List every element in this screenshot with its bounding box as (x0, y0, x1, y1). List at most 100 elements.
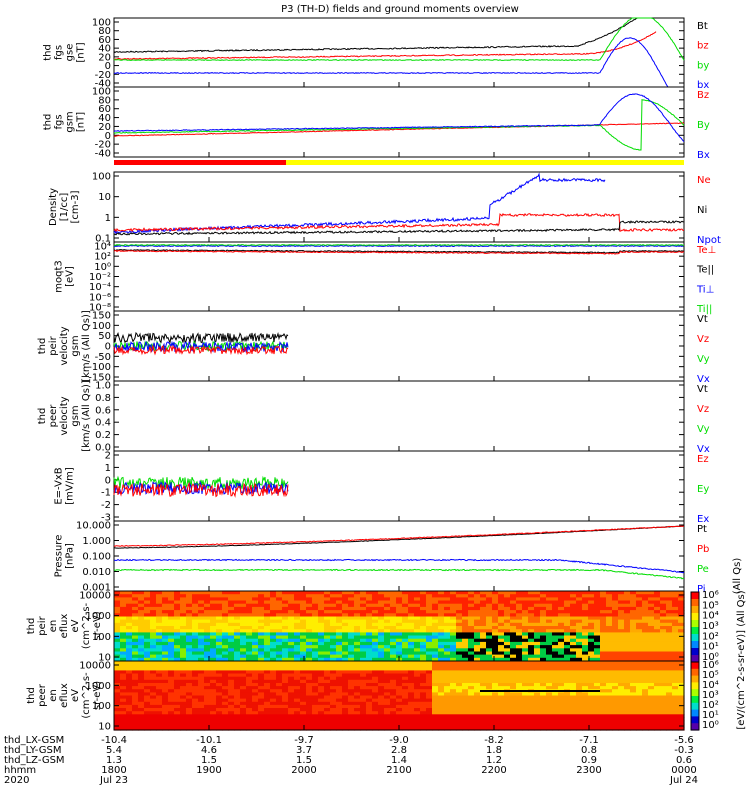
spectrogram-cell (630, 664, 637, 668)
spectrogram-cell (234, 695, 241, 700)
spectrogram-cell (468, 661, 475, 665)
spectrogram-cell (522, 670, 529, 675)
spectrogram-cell (666, 717, 673, 722)
spectrogram-cell (636, 726, 643, 731)
spectrogram-cell (186, 692, 193, 697)
spectrogram-cell (306, 673, 313, 678)
spectrogram-cell (552, 695, 559, 700)
spectrogram-cell (384, 692, 391, 697)
spectrogram-cell (450, 632, 457, 637)
legend-entry: Te|| (696, 265, 714, 276)
spectrogram-cell (492, 723, 499, 728)
spectrogram-cell (540, 711, 547, 715)
spectrogram-cell (150, 686, 157, 690)
spectrogram-cell (672, 626, 679, 630)
spectrogram-cell (228, 626, 235, 630)
spectrogram-cell (660, 619, 667, 624)
spectrogram-cell (630, 720, 637, 725)
spectrogram-cell (192, 673, 199, 678)
spectrogram-cell (162, 686, 169, 690)
spectrogram-cell (636, 610, 643, 614)
spectrogram-cell (582, 657, 589, 662)
spectrogram-cell (642, 594, 649, 598)
spectrogram-cell (234, 638, 241, 643)
spectrogram-cell (216, 651, 223, 656)
spectrogram-cell (264, 723, 271, 728)
spectrogram-cell (672, 632, 679, 637)
spectrogram-cell (534, 626, 541, 630)
spectrogram-cell (408, 676, 415, 681)
y-axis-label-line: peir (48, 335, 59, 355)
spectrogram-cell (384, 603, 391, 608)
spectrogram-cell (444, 622, 451, 627)
spectrogram-cell (222, 626, 229, 630)
spectrogram-cell (180, 704, 187, 709)
spectrogram-cell (408, 594, 415, 598)
spectrogram-cell (474, 714, 481, 718)
spectrogram-cell (486, 679, 493, 684)
spectrogram-cell (588, 720, 595, 725)
spectrogram-cell (114, 667, 121, 671)
spectrogram-cell (600, 673, 607, 678)
spectrogram-cell (534, 629, 541, 633)
spectrogram-cell (516, 717, 523, 722)
spectrogram-cell (198, 648, 205, 653)
spectrogram-cell (588, 626, 595, 630)
spectrogram-cell (210, 616, 217, 621)
spectrogram-cell (618, 635, 625, 640)
spectrogram-cell (630, 657, 637, 662)
spectrogram-cell (372, 654, 379, 659)
spectrogram-cell (618, 689, 625, 693)
spectrogram-cell (306, 686, 313, 690)
spectrogram-cell (456, 711, 463, 715)
spectrogram-cell (360, 645, 367, 649)
series-Ex (113, 480, 289, 495)
ephemeris-row-label: 2020 (4, 775, 29, 786)
spectrogram-cell (510, 657, 517, 662)
spectrogram-cell (480, 701, 487, 706)
spectrogram-cell (540, 695, 547, 700)
spectrogram-cell (552, 717, 559, 722)
spectrogram-cell (372, 591, 379, 595)
spectrogram-cell (360, 670, 367, 675)
spectrogram-cell (522, 613, 529, 618)
spectrogram-cell (348, 597, 355, 602)
spectrogram-cell (222, 689, 229, 693)
spectrogram-cell (552, 606, 559, 611)
spectrogram-cell (576, 720, 583, 725)
spectrogram-cell (576, 654, 583, 659)
spectrogram-cell (150, 616, 157, 621)
spectrogram-cell (252, 619, 259, 624)
spectrogram-cell (486, 673, 493, 678)
spectrogram-cell (600, 657, 607, 662)
spectrogram-cell (396, 708, 403, 712)
spectrogram-cell (240, 632, 247, 637)
spectrogram-cell (300, 701, 307, 706)
spectrogram-cell (288, 689, 295, 693)
spectrogram-cell (228, 726, 235, 731)
spectrogram-cell (180, 645, 187, 649)
spectrogram-cell (330, 711, 337, 715)
spectrogram-cell (648, 723, 655, 728)
spectrogram-cell (396, 673, 403, 678)
spectrogram-cell (198, 689, 205, 693)
spectrogram-cell (144, 641, 151, 646)
spectrogram-cell (210, 638, 217, 643)
spectrogram-cell (384, 654, 391, 659)
spectrogram-cell (198, 683, 205, 687)
series-Bt (113, 17, 656, 54)
spectrogram-cell (318, 689, 325, 693)
y-axis-label-line: Pressure (54, 535, 65, 578)
spectrogram-cell (642, 673, 649, 678)
spectrogram-cell (264, 619, 271, 624)
spectrogram-cell (174, 689, 181, 693)
spectrogram-cell (432, 606, 439, 611)
spectrogram-cell (138, 695, 145, 700)
spectrogram-cell (486, 720, 493, 725)
spectrogram-cell (522, 692, 529, 697)
spectrogram-cell (132, 654, 139, 659)
spectrogram-cell (480, 673, 487, 678)
spectrogram-cell (252, 651, 259, 656)
spectrogram-cell (204, 600, 211, 605)
